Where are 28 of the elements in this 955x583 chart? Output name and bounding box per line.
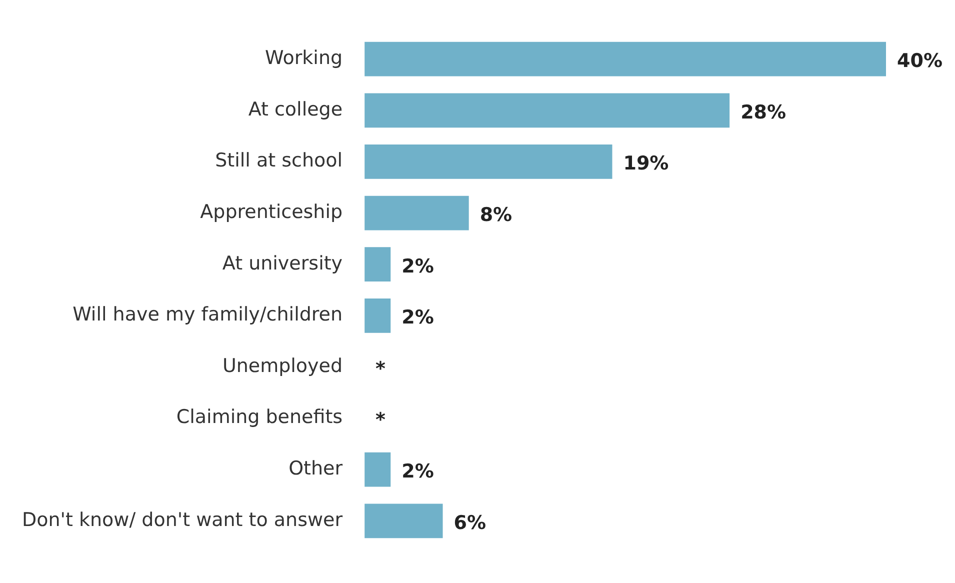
data-label: 2% [402,460,434,483]
bar [364,196,469,230]
data-label: 40% [897,50,942,72]
data-label: 28% [740,101,786,124]
text: * [376,409,386,432]
data-label: 6% [454,512,486,534]
y-tick-label: Apprenticeship [200,200,343,223]
y-tick-label: Will have my family/children [72,304,343,326]
y-tick-label: At university [222,252,343,274]
y-tick-label: Other [288,458,343,480]
y-tick-label: Claiming benefits [176,406,343,428]
y-tick-label: At college [248,98,343,120]
bar [364,298,391,333]
y-tick-label: Still at school [215,150,343,172]
y-tick-label: Don't know/ don't want to answer [22,508,343,531]
text: * [376,358,386,380]
bar [364,93,730,128]
bar [364,144,612,179]
data-label: 2% [402,306,434,329]
data-label: 2% [402,255,434,278]
data-label: 8% [480,204,512,226]
bar [364,504,443,538]
bar [364,452,391,487]
data-label: 19% [623,152,669,175]
bar [364,247,391,282]
y-tick-label: Unemployed [222,354,343,377]
bar [364,42,886,76]
y-tick-label: Working [265,47,343,69]
